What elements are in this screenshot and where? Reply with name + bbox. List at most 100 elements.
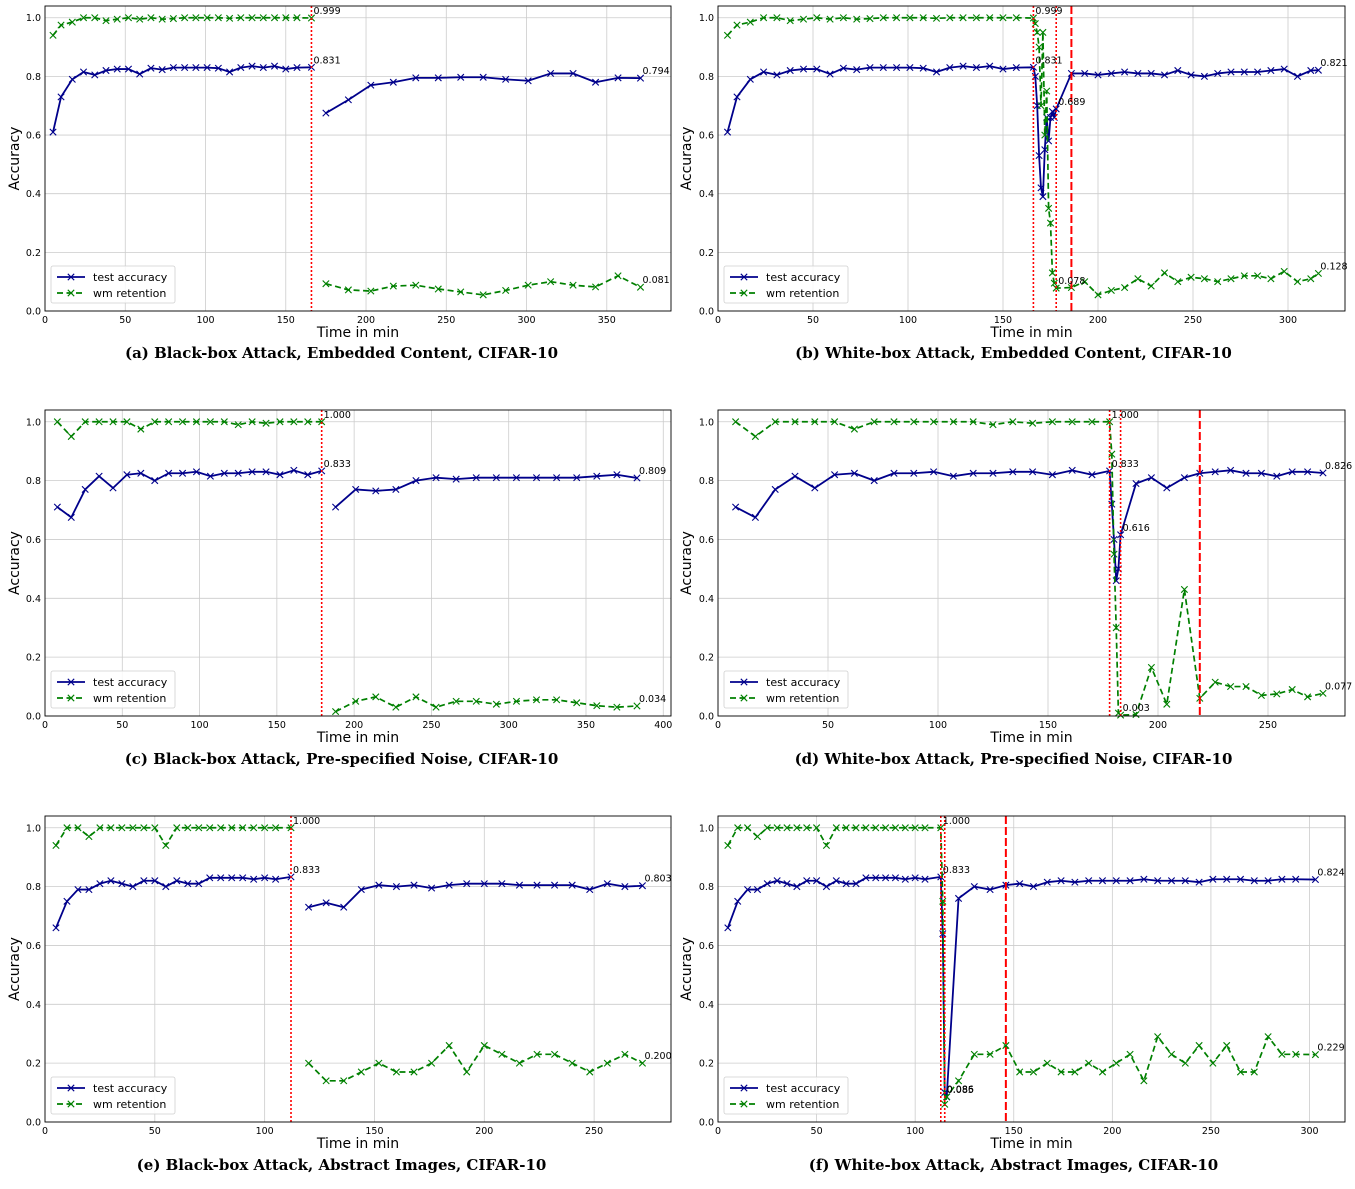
data-point-marker <box>1094 71 1102 79</box>
data-point-marker <box>1181 877 1189 885</box>
series-line <box>55 876 292 929</box>
data-point-marker <box>432 474 440 482</box>
data-point-marker <box>1319 689 1327 697</box>
value-label: 0.803 <box>644 874 671 885</box>
data-point-marker <box>613 471 621 479</box>
x-tick-label: 250 <box>1184 315 1202 326</box>
data-point-marker <box>1140 875 1148 883</box>
x-tick-label: 100 <box>256 1126 274 1137</box>
data-point-marker <box>1250 877 1258 885</box>
data-point-marker <box>95 472 103 480</box>
data-point-marker <box>206 472 214 480</box>
value-label: 0.831 <box>1035 55 1062 66</box>
data-point-marker <box>1227 275 1235 283</box>
data-point-marker <box>751 432 759 441</box>
data-point-marker <box>893 14 901 22</box>
data-point-marker <box>839 64 847 72</box>
data-point-marker <box>1134 275 1142 283</box>
data-point-marker <box>734 824 742 832</box>
data-point-marker <box>793 883 801 891</box>
data-point-marker <box>192 418 201 426</box>
data-point-marker <box>192 468 201 476</box>
data-point-marker <box>276 471 284 479</box>
data-point-marker <box>773 824 781 832</box>
data-point-marker <box>290 466 298 474</box>
x-tick-label: 300 <box>517 315 535 326</box>
y-tick-label: 0.0 <box>26 712 41 723</box>
data-point-marker <box>1273 472 1281 480</box>
data-point-marker <box>340 903 348 911</box>
data-point-marker <box>621 883 629 891</box>
y-axis-title: Accuracy <box>679 531 695 595</box>
data-point-marker <box>512 697 521 705</box>
data-point-marker <box>270 14 279 22</box>
y-tick-label: 0.6 <box>26 941 41 952</box>
legend-label: wm retention <box>93 692 166 705</box>
y-tick-label: 1.0 <box>26 823 41 834</box>
value-label: 0.794 <box>643 66 670 77</box>
data-point-marker <box>831 418 839 426</box>
x-tick-label: 0 <box>42 315 48 326</box>
value-label: 0.200 <box>644 1051 671 1062</box>
data-point-marker <box>1048 269 1056 277</box>
legend-label: wm retention <box>766 1098 839 1111</box>
data-point-marker <box>322 1077 330 1085</box>
value-label: 1.000 <box>1112 410 1139 421</box>
data-point-marker <box>591 78 600 86</box>
data-point-marker <box>813 65 821 73</box>
data-point-marker <box>136 15 144 23</box>
data-point-marker <box>1147 69 1155 78</box>
data-point-marker <box>472 697 480 705</box>
data-point-marker <box>1071 1068 1079 1076</box>
data-point-marker <box>169 63 177 72</box>
x-tick-label: 100 <box>906 1126 924 1137</box>
data-point-marker <box>1098 877 1107 885</box>
data-point-marker <box>74 885 82 894</box>
data-point-marker <box>392 703 400 711</box>
data-point-marker <box>113 65 121 73</box>
data-point-marker <box>986 14 994 22</box>
value-label: 0.824 <box>1317 868 1344 879</box>
data-point-marker <box>248 468 256 476</box>
value-label: 0.229 <box>1317 1043 1344 1054</box>
data-point-marker <box>282 65 290 73</box>
y-tick-label: 0.6 <box>699 131 714 142</box>
data-point-marker <box>492 474 500 482</box>
data-point-marker <box>586 1068 594 1076</box>
data-point-marker <box>181 63 189 72</box>
data-point-marker <box>85 885 93 894</box>
data-point-marker <box>1160 71 1169 79</box>
y-tick-label: 0.4 <box>26 189 41 200</box>
data-point-marker <box>1112 624 1120 632</box>
data-point-marker <box>123 471 131 479</box>
data-point-marker <box>633 702 641 710</box>
data-point-marker <box>524 77 532 85</box>
legend-marker <box>740 1084 748 1092</box>
series-test-accuracy <box>723 62 1322 201</box>
data-point-marker <box>412 281 420 289</box>
data-point-marker <box>434 74 442 82</box>
data-point-marker <box>304 471 312 479</box>
data-point-marker <box>879 63 887 72</box>
chart-panel-c: 0 50 100 150 200 250 300 350 400 0.0 0.2 0.4 0.6 0.8 1… <box>7 409 672 745</box>
data-point-marker <box>919 14 927 22</box>
data-point-marker <box>862 874 870 882</box>
data-point-marker <box>791 418 799 426</box>
y-tick-label: 0.6 <box>26 131 41 142</box>
data-point-marker <box>799 15 808 23</box>
chart-panel-d: 0 50 100 150 200 250 0.0 0.2 0.4 0.6 0.8 1.0 Time in… <box>679 409 1352 745</box>
series-wm-retention <box>732 418 1327 719</box>
data-point-marker <box>226 68 234 76</box>
data-point-marker <box>901 875 909 883</box>
x-tick-label: 350 <box>577 720 595 731</box>
data-point-marker <box>318 418 326 426</box>
data-point-marker <box>357 885 365 894</box>
data-point-marker <box>178 469 187 477</box>
data-point-marker <box>206 418 214 426</box>
data-point-marker <box>1200 72 1208 80</box>
data-point-marker <box>498 880 506 888</box>
data-point-marker <box>304 903 313 911</box>
data-point-marker <box>52 924 60 932</box>
data-point-marker <box>1048 418 1056 426</box>
data-point-marker <box>259 63 267 72</box>
